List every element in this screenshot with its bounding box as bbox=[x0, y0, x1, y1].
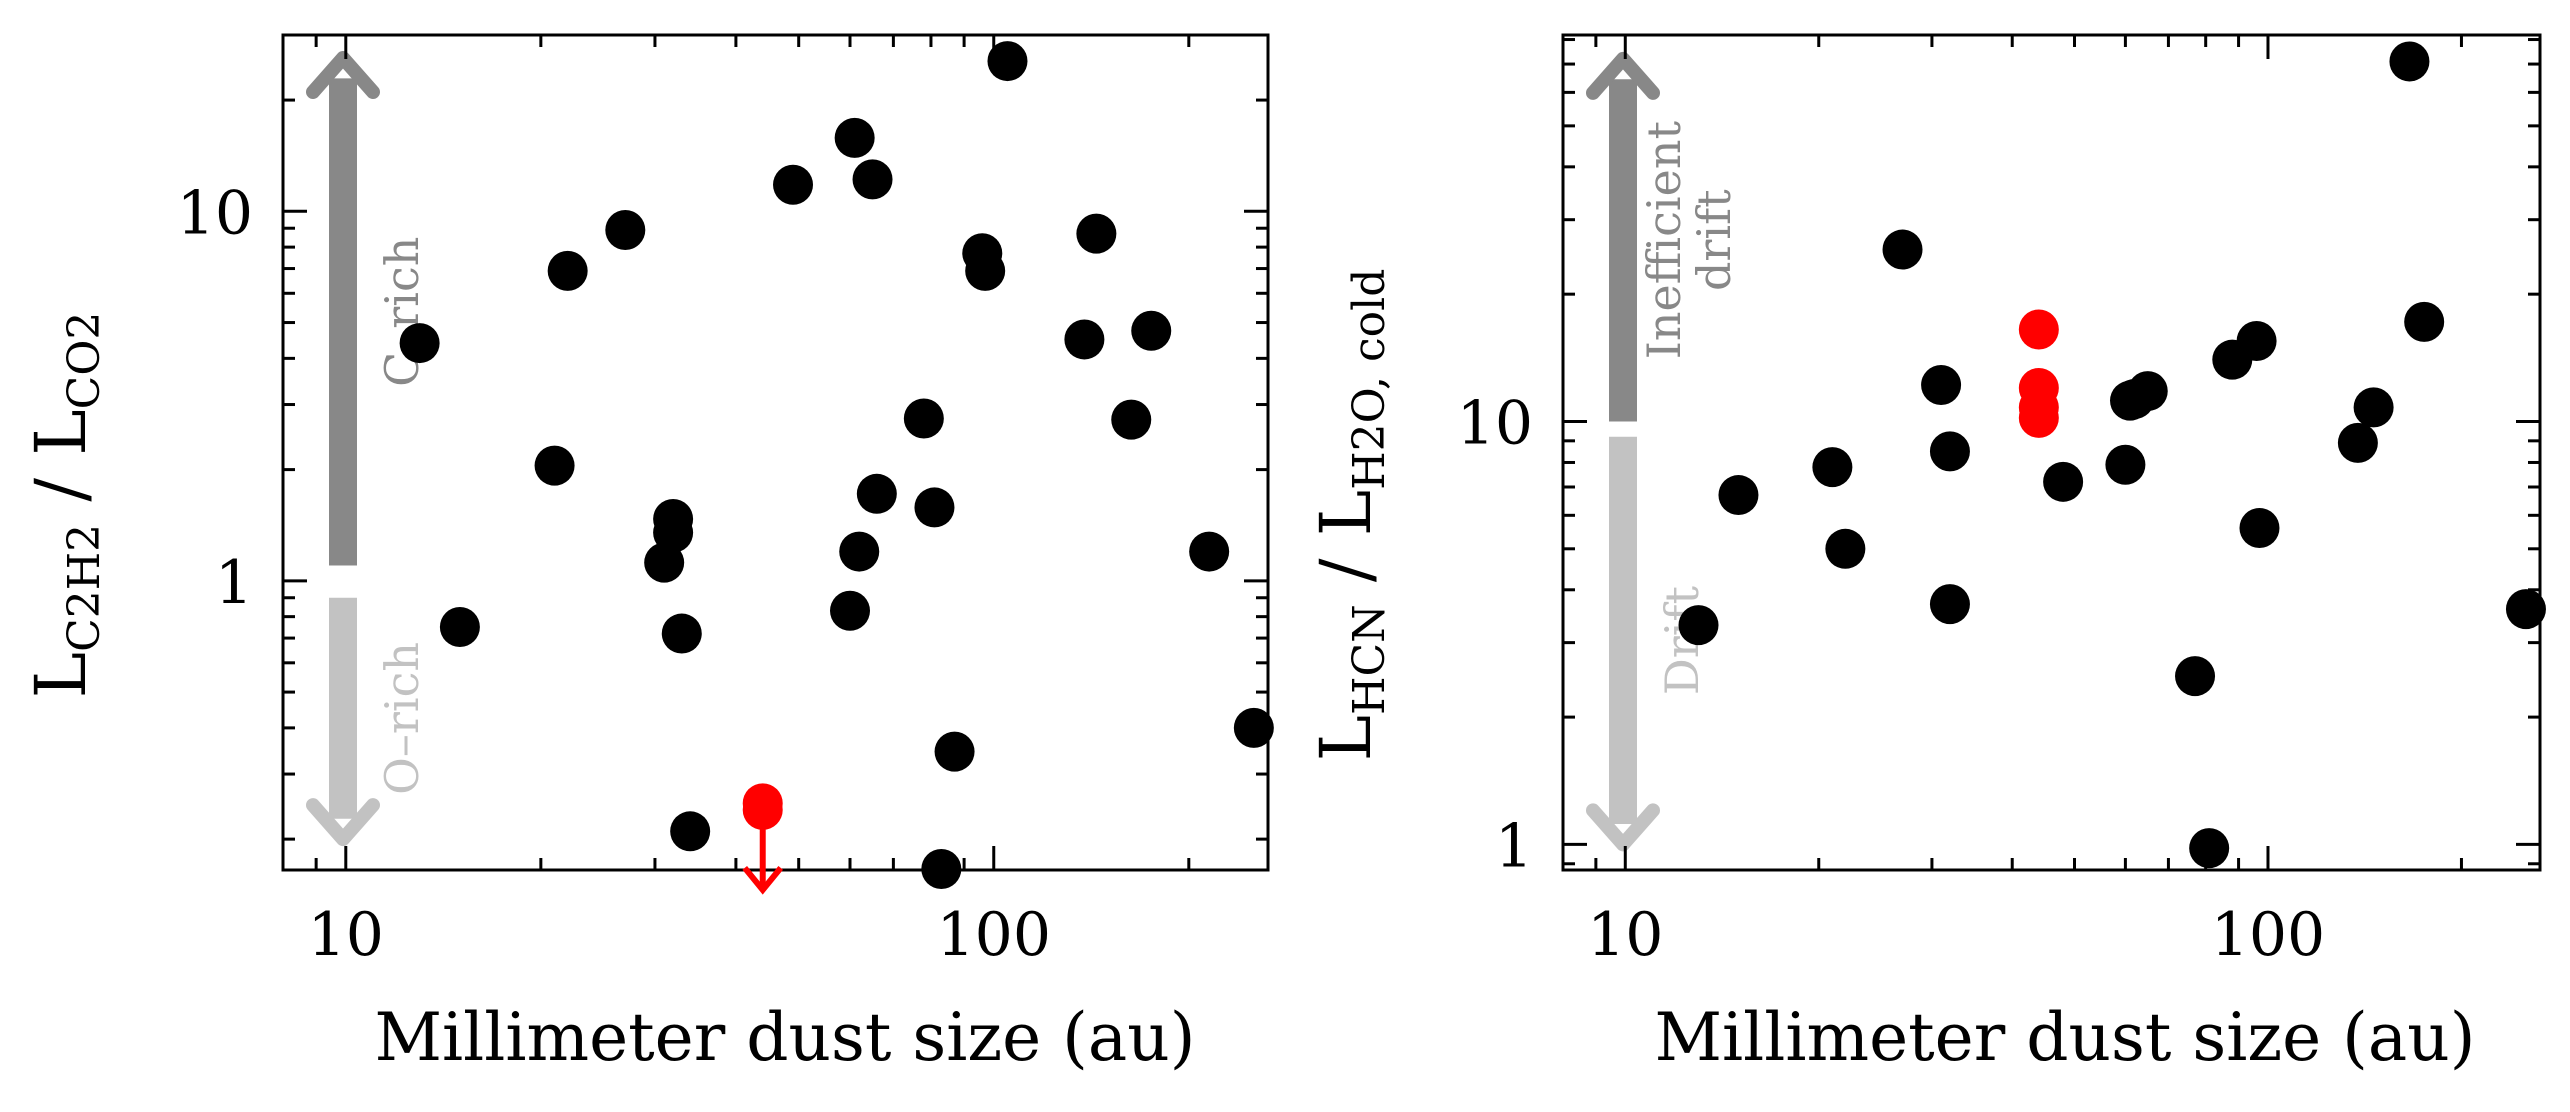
right-arrow-head bbox=[1586, 51, 1660, 100]
left-data-point bbox=[547, 250, 588, 291]
right-y-tick-label: 10 bbox=[1457, 388, 1533, 458]
right-y-tick-label: 1 bbox=[1495, 811, 1533, 881]
left-arrow-label: O–rich bbox=[375, 642, 429, 795]
right-y-axis-title: LHCN / LH2O, cold bbox=[1305, 269, 1395, 762]
left-y-tick-label: 10 bbox=[177, 178, 253, 248]
right-x-tick-label: 10 bbox=[1587, 900, 1663, 970]
left-data-point bbox=[914, 487, 955, 528]
right-arrow-label: Inefficientdrift bbox=[1637, 121, 1741, 360]
left-x-tick-label: 100 bbox=[936, 900, 1051, 970]
left-data-point bbox=[1189, 531, 1230, 572]
right-ticks bbox=[1561, 35, 2540, 870]
right-data-point bbox=[2239, 507, 2280, 548]
left-x-axis-title: Millimeter dust size (au) bbox=[374, 999, 1195, 1076]
left-data-point bbox=[834, 117, 875, 158]
right-data-point bbox=[1812, 447, 1853, 488]
right-data-point bbox=[2043, 461, 2084, 502]
left-data-point bbox=[653, 499, 694, 540]
left-y-axis-title: LC2H2 / LCO2 bbox=[20, 312, 110, 699]
left-data-point bbox=[534, 445, 575, 486]
left-data-point bbox=[856, 473, 897, 514]
right-data-point bbox=[2337, 422, 2378, 463]
left-data-point bbox=[1111, 399, 1152, 440]
right-data-point bbox=[1929, 584, 1970, 625]
left-y-tick-label: 1 bbox=[215, 548, 253, 618]
left-arrow-up: C–rich bbox=[306, 50, 429, 566]
right-data-point bbox=[2505, 589, 2546, 630]
left-data-point bbox=[921, 849, 962, 890]
left-data-point bbox=[661, 613, 702, 654]
left-x-tick-label: 10 bbox=[308, 900, 384, 970]
left-data-point bbox=[830, 590, 871, 631]
right-arrow-head bbox=[1586, 803, 1660, 852]
left-data-point bbox=[1233, 707, 1274, 748]
right-series-red bbox=[2018, 309, 2059, 438]
left-data-point bbox=[987, 41, 1028, 82]
left-data-point bbox=[903, 398, 944, 439]
right-plot-frame bbox=[1561, 33, 2542, 872]
left-data-point bbox=[934, 731, 975, 772]
right-x-axis-title: Millimeter dust size (au) bbox=[1654, 999, 2475, 1076]
left-data-point bbox=[965, 250, 1006, 291]
right-x-tick-label: 100 bbox=[2211, 900, 2326, 970]
right-data-point bbox=[1929, 431, 1970, 472]
right-data-point bbox=[2404, 301, 2445, 342]
right-data-point bbox=[2018, 397, 2059, 438]
right-data-point bbox=[2175, 656, 2216, 697]
left-data-point bbox=[852, 159, 893, 200]
right-data-point bbox=[2353, 387, 2394, 428]
left-arrow-label: C–rich bbox=[375, 237, 429, 387]
left-arrow-down: O–rich bbox=[306, 597, 429, 847]
left-data-point bbox=[605, 210, 646, 251]
right-data-point bbox=[2389, 41, 2430, 82]
right-data-point bbox=[2236, 320, 2277, 361]
right-data-point bbox=[1678, 605, 1719, 646]
right-data-point bbox=[2105, 444, 2146, 485]
left-data-point bbox=[644, 542, 685, 583]
left-upper-limit-arrowhead bbox=[742, 865, 784, 895]
left-panel: LC2H2 / LCO2 Millimeter dust size (au) C… bbox=[20, 33, 1274, 1076]
right-data-point bbox=[1718, 475, 1759, 516]
left-ticks bbox=[281, 33, 1268, 870]
left-data-point bbox=[1131, 310, 1172, 351]
right-data-point bbox=[1825, 528, 1866, 569]
left-arrow-head bbox=[306, 50, 380, 99]
left-series-black bbox=[399, 41, 1274, 890]
left-data-point bbox=[399, 323, 440, 364]
left-data-point bbox=[1076, 213, 1117, 254]
left-data-point bbox=[1064, 319, 1105, 360]
left-arrow-head bbox=[306, 798, 380, 847]
left-data-point bbox=[839, 531, 880, 572]
right-data-point bbox=[1882, 229, 1923, 270]
left-data-point bbox=[773, 164, 814, 205]
right-data-point bbox=[2189, 828, 2230, 869]
right-data-point bbox=[1921, 364, 1962, 405]
right-panel: LHCN / LH2O, cold Millimeter dust size (… bbox=[1305, 33, 2546, 1076]
left-plot-frame bbox=[281, 33, 1270, 872]
left-data-point bbox=[670, 811, 711, 852]
right-data-point bbox=[2127, 371, 2168, 412]
left-data-point bbox=[439, 607, 480, 648]
right-arrow-up: Inefficientdrift bbox=[1586, 51, 1741, 422]
left-series-red bbox=[742, 783, 784, 895]
right-series-black bbox=[1678, 41, 2546, 869]
right-data-point bbox=[2018, 309, 2059, 350]
